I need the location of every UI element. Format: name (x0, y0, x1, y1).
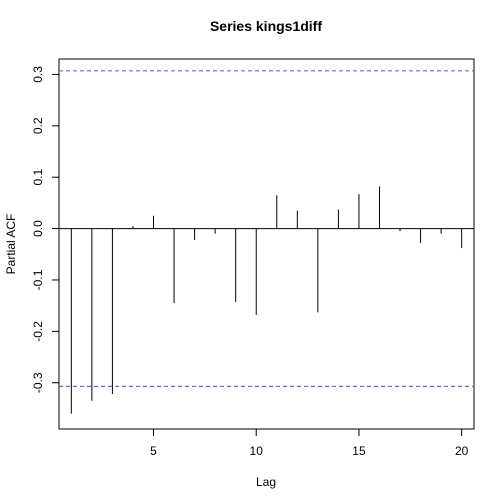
x-tick-label-10: 10 (250, 444, 264, 458)
x-tick-label-20: 20 (455, 444, 469, 458)
y-tick-label-0: -0.3 (31, 372, 45, 393)
x-axis-label: Lag (256, 475, 276, 489)
plot-frame (58, 58, 475, 430)
y-tick-label-5: 0.2 (31, 117, 45, 134)
x-tick-label-15: 15 (352, 444, 366, 458)
y-tick-label-4: 0.1 (31, 169, 45, 186)
y-axis-label: Partial ACF (4, 214, 18, 275)
y-tick-label-2: -0.1 (31, 269, 45, 290)
x-tick-label-5: 5 (150, 444, 157, 458)
y-tick-label-6: 0.3 (31, 66, 45, 83)
y-tick-label-1: -0.2 (31, 321, 45, 342)
chart-title: Series kings1diff (210, 18, 322, 34)
y-tick-label-3: 0.0 (31, 220, 45, 237)
